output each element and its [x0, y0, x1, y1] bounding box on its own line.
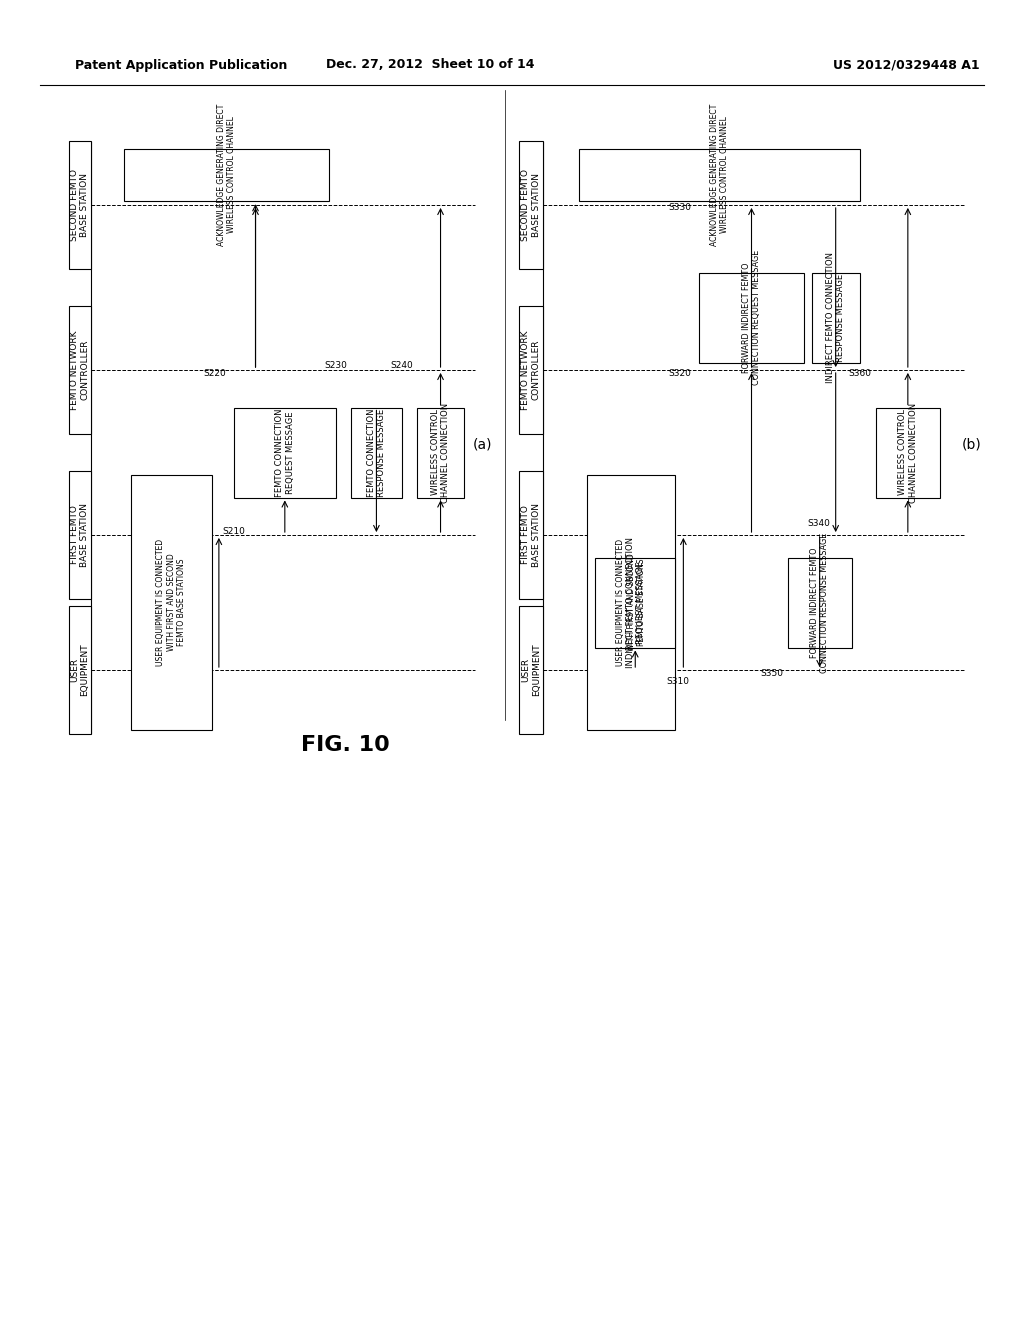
Text: S360: S360 — [849, 368, 871, 378]
Bar — [69, 141, 91, 269]
Text: S320: S320 — [669, 368, 691, 378]
Text: USER
EQUIPMENT: USER EQUIPMENT — [70, 644, 89, 697]
Text: FEMTO NETWORK
CONTROLLER: FEMTO NETWORK CONTROLLER — [70, 330, 89, 409]
Text: FEMTO NETWORK
CONTROLLER: FEMTO NETWORK CONTROLLER — [521, 330, 541, 409]
Text: SECOND FEMTO
BASE STATION: SECOND FEMTO BASE STATION — [521, 169, 541, 242]
Text: Patent Application Publication: Patent Application Publication — [75, 58, 288, 71]
Text: (a): (a) — [473, 437, 493, 451]
Text: FORWARD INDIRECT FEMTO
CONNECTION REQUEST MESSAGE: FORWARD INDIRECT FEMTO CONNECTION REQUES… — [741, 249, 761, 385]
Text: USER EQUIPMENT IS CONNECTED
WITH FIRST AND SECOND
FEMTO BASE STATIONS: USER EQUIPMENT IS CONNECTED WITH FIRST A… — [157, 539, 186, 667]
Bar — [787, 557, 852, 648]
Bar — [69, 606, 91, 734]
Text: FIRST FEMTO
BASE STATION: FIRST FEMTO BASE STATION — [70, 503, 89, 568]
Text: S340: S340 — [808, 519, 830, 528]
Text: WIRELESS CONTROL
CHANNEL CONNECTION: WIRELESS CONTROL CHANNEL CONNECTION — [898, 403, 918, 503]
Bar — [519, 606, 543, 734]
Bar — [124, 149, 329, 201]
Bar — [351, 408, 402, 498]
Text: FIRST FEMTO
BASE STATION: FIRST FEMTO BASE STATION — [521, 503, 541, 568]
Bar — [131, 475, 212, 730]
Bar — [417, 408, 464, 498]
Bar — [876, 408, 940, 498]
Text: FEMTO CONNECTION
REQUEST MESSAGE: FEMTO CONNECTION REQUEST MESSAGE — [275, 408, 295, 496]
Text: S220: S220 — [204, 368, 226, 378]
Bar — [699, 272, 804, 363]
Text: WIRELESS CONTROL
CHANNEL CONNECTION: WIRELESS CONTROL CHANNEL CONNECTION — [431, 403, 451, 503]
Text: S240: S240 — [390, 360, 413, 370]
Text: S330: S330 — [669, 203, 691, 213]
Bar — [519, 306, 543, 434]
Bar — [69, 471, 91, 599]
Text: FIG. 10: FIG. 10 — [301, 735, 390, 755]
Text: S310: S310 — [667, 677, 690, 686]
Text: USER
EQUIPMENT: USER EQUIPMENT — [521, 644, 541, 697]
Bar — [812, 272, 860, 363]
Text: FEMTO CONNECTION
RESPONSE MESSAGE: FEMTO CONNECTION RESPONSE MESSAGE — [367, 408, 386, 496]
Text: S350: S350 — [761, 668, 783, 677]
Text: INDIRECT FEMTO CONNECTION
REQUEST MESSAGE: INDIRECT FEMTO CONNECTION REQUEST MESSAG… — [626, 537, 645, 668]
Bar — [519, 141, 543, 269]
Bar — [519, 471, 543, 599]
Bar — [580, 149, 860, 201]
Bar — [587, 475, 676, 730]
Text: Dec. 27, 2012  Sheet 10 of 14: Dec. 27, 2012 Sheet 10 of 14 — [326, 58, 535, 71]
Text: INDIRECT FEMTO CONNECTION
RESPONSE MESSAGE: INDIRECT FEMTO CONNECTION RESPONSE MESSA… — [826, 252, 846, 383]
Bar — [595, 557, 676, 648]
Text: US 2012/0329448 A1: US 2012/0329448 A1 — [834, 58, 980, 71]
Bar — [233, 408, 336, 498]
Text: (b): (b) — [963, 437, 982, 451]
Text: USER EQUIPMENT IS CONNECTED
WITH FIRST AND SECOND
FEMTO BASE STATIONS: USER EQUIPMENT IS CONNECTED WITH FIRST A… — [616, 539, 646, 667]
Text: S210: S210 — [222, 528, 246, 536]
Bar — [69, 306, 91, 434]
Text: ACKNOWLEDGE GENERATING DIRECT
WIRELESS CONTROL CHANNEL: ACKNOWLEDGE GENERATING DIRECT WIRELESS C… — [216, 104, 236, 246]
Text: FORWARD INDIRECT FEMTO
CONNECTION RESPONSE MESSAGE: FORWARD INDIRECT FEMTO CONNECTION RESPON… — [810, 532, 829, 673]
Text: SECOND FEMTO
BASE STATION: SECOND FEMTO BASE STATION — [70, 169, 89, 242]
Text: ACKNOWLEDGE GENERATING DIRECT
WIRELESS CONTROL CHANNEL: ACKNOWLEDGE GENERATING DIRECT WIRELESS C… — [710, 104, 729, 246]
Text: S230: S230 — [325, 360, 347, 370]
